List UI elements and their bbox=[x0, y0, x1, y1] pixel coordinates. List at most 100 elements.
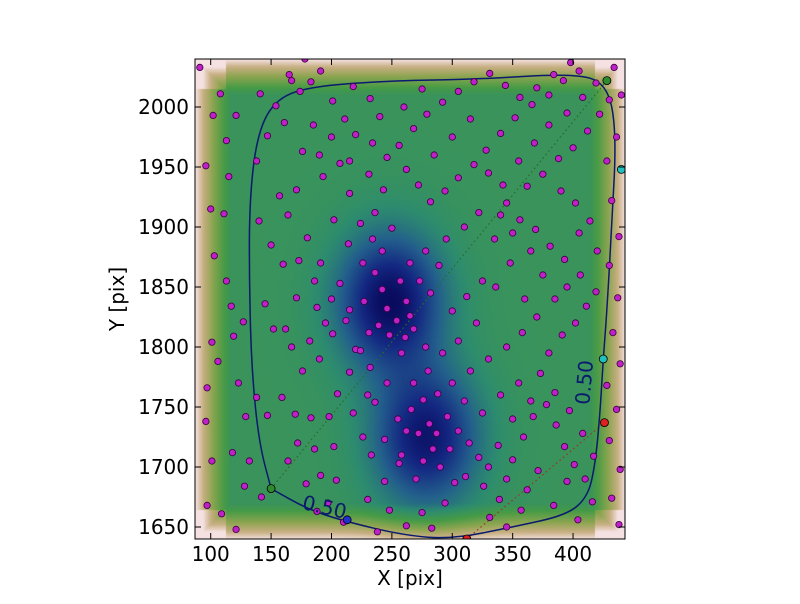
scatter-point bbox=[466, 367, 474, 375]
scatter-point bbox=[410, 379, 418, 387]
scatter-point bbox=[570, 460, 578, 469]
scatter-point bbox=[533, 84, 541, 92]
scatter-point bbox=[478, 409, 487, 417]
scatter-point bbox=[395, 141, 403, 149]
x-tick-label: 300 bbox=[433, 542, 471, 566]
scatter-point bbox=[196, 63, 204, 72]
scatter-point bbox=[579, 93, 587, 102]
scatter-point bbox=[385, 331, 394, 339]
scatter-point bbox=[207, 205, 215, 213]
scatter-point bbox=[608, 197, 616, 205]
scatter-point bbox=[402, 297, 410, 305]
scatter-point bbox=[202, 417, 210, 425]
scatter-point bbox=[509, 415, 517, 423]
scatter-point bbox=[292, 186, 301, 194]
scatter-point bbox=[388, 224, 396, 232]
scatter-point bbox=[396, 277, 404, 285]
density-map bbox=[195, 59, 625, 539]
scatter-point bbox=[395, 459, 403, 467]
scatter-point bbox=[428, 524, 436, 532]
scatter-point bbox=[615, 520, 623, 529]
scatter-point bbox=[530, 139, 539, 147]
scatter-point bbox=[434, 390, 442, 398]
scatter-point bbox=[454, 174, 462, 182]
scatter-point bbox=[424, 367, 432, 375]
scatter-point bbox=[325, 412, 333, 421]
marker-point bbox=[462, 534, 472, 539]
scatter-point bbox=[552, 421, 560, 429]
scatter-point bbox=[359, 433, 367, 441]
marker-point bbox=[600, 418, 609, 428]
scatter-point bbox=[561, 442, 569, 451]
scatter-point bbox=[301, 59, 309, 63]
scatter-point bbox=[418, 508, 426, 517]
scatter-point bbox=[356, 346, 365, 355]
scatter-point bbox=[208, 457, 216, 465]
scatter-point bbox=[561, 255, 569, 263]
scatter-point bbox=[539, 271, 547, 279]
scatter-point bbox=[550, 501, 558, 509]
scatter-point bbox=[523, 486, 531, 494]
scatter-point bbox=[575, 67, 583, 75]
y-tick-label: 2000 bbox=[138, 95, 189, 119]
scatter-point bbox=[267, 241, 275, 249]
scatter-point bbox=[583, 127, 592, 135]
scatter-point bbox=[475, 209, 483, 217]
scatter-point bbox=[503, 199, 511, 207]
scatter-point bbox=[255, 217, 263, 225]
scatter-point bbox=[203, 384, 211, 392]
scatter-point bbox=[536, 369, 545, 377]
scatter-point bbox=[234, 379, 243, 387]
scatter-point bbox=[281, 325, 290, 333]
scatter-point bbox=[436, 463, 444, 471]
scatter-point bbox=[416, 277, 424, 285]
scatter-point bbox=[592, 79, 600, 87]
scatter-point bbox=[441, 499, 449, 507]
scatter-point bbox=[545, 349, 553, 357]
scatter-point bbox=[558, 331, 566, 339]
scatter-point bbox=[534, 466, 542, 475]
y-tick-label: 1900 bbox=[138, 215, 189, 239]
scatter-point bbox=[284, 211, 292, 219]
scatter-point bbox=[596, 110, 604, 118]
scatter-point bbox=[430, 151, 438, 159]
scatter-point bbox=[571, 199, 580, 207]
scatter-point bbox=[484, 169, 493, 177]
scatter-point bbox=[364, 391, 372, 399]
scatter-point bbox=[575, 229, 583, 237]
scatter-point bbox=[603, 381, 611, 389]
scatter-point bbox=[565, 406, 574, 415]
scatter-point bbox=[422, 247, 430, 255]
scatter-point bbox=[352, 131, 360, 139]
scatter-point bbox=[324, 499, 332, 507]
scatter-point bbox=[269, 325, 278, 333]
scatter-points bbox=[196, 59, 625, 536]
contour bbox=[248, 74, 616, 539]
scatter-point bbox=[410, 325, 418, 333]
scatter-point bbox=[209, 111, 217, 120]
scatter-point bbox=[336, 279, 344, 287]
scatter-point bbox=[454, 87, 462, 96]
scatter-point bbox=[216, 90, 224, 98]
scatter-point bbox=[454, 427, 462, 435]
scatter-point bbox=[288, 343, 296, 351]
scatter-point bbox=[280, 119, 288, 127]
scatter-point bbox=[378, 247, 386, 255]
scatter-point bbox=[511, 114, 519, 122]
scatter-point bbox=[529, 412, 537, 421]
scatter-point bbox=[490, 235, 499, 243]
scatter-point bbox=[432, 429, 441, 437]
scatter-point bbox=[609, 328, 617, 337]
x-tick-label: 350 bbox=[494, 542, 532, 566]
marker-point bbox=[266, 484, 276, 494]
scatter-point bbox=[509, 456, 517, 464]
scatter-point bbox=[460, 223, 468, 231]
scatter-point bbox=[272, 102, 280, 110]
scatter-point bbox=[574, 516, 582, 524]
scatter-point bbox=[288, 77, 296, 85]
scatter-point bbox=[365, 328, 373, 337]
scatter-point bbox=[393, 316, 401, 325]
x-tick-label: 400 bbox=[554, 542, 592, 566]
scatter-point bbox=[617, 91, 625, 99]
